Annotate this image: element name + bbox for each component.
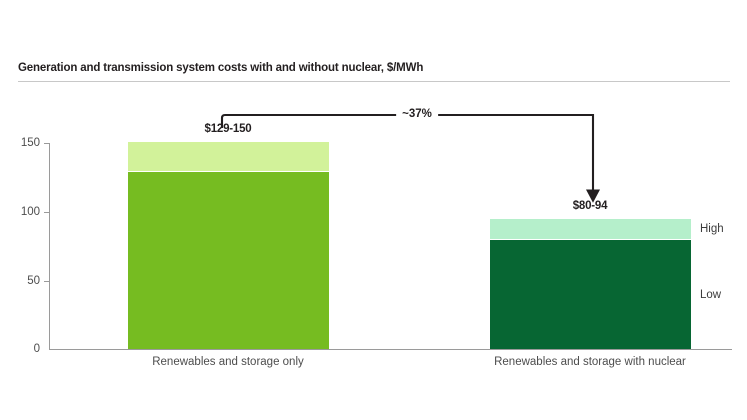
y-tick-mark-150 xyxy=(44,143,49,144)
y-axis-line xyxy=(49,143,50,350)
chart-title: Generation and transmission system costs… xyxy=(18,62,424,74)
bar-value-label-renewables-only: $129-150 xyxy=(204,123,252,135)
bar-segment-low[interactable] xyxy=(490,240,691,349)
y-tick-label-0: 0 xyxy=(33,343,40,355)
y-tick-label-100: 100 xyxy=(20,206,40,218)
y-tick-mark-100 xyxy=(44,212,49,213)
title-divider xyxy=(18,81,730,82)
y-tick-mark-50 xyxy=(44,281,49,282)
x-axis-line xyxy=(49,349,732,350)
y-tick-label-50: 50 xyxy=(27,275,40,287)
y-tick-label-150: 150 xyxy=(20,137,40,149)
series-label-low: Low xyxy=(700,289,722,301)
category-label-renewables-only: Renewables and storage only xyxy=(152,356,304,368)
bar-renewables-and-storage-only[interactable] xyxy=(128,142,329,349)
bar-value-label-with-nuclear: $80-94 xyxy=(572,200,608,212)
annotation-delta-label: ~37% xyxy=(396,108,438,120)
bar-segment-high[interactable] xyxy=(490,219,691,239)
bar-segment-low[interactable] xyxy=(128,172,329,349)
bar-renewables-and-storage-with-nuclear[interactable] xyxy=(490,219,691,349)
category-label-with-nuclear: Renewables and storage with nuclear xyxy=(494,356,686,368)
bar-segment-high[interactable] xyxy=(128,142,329,171)
series-label-high: High xyxy=(700,223,724,235)
